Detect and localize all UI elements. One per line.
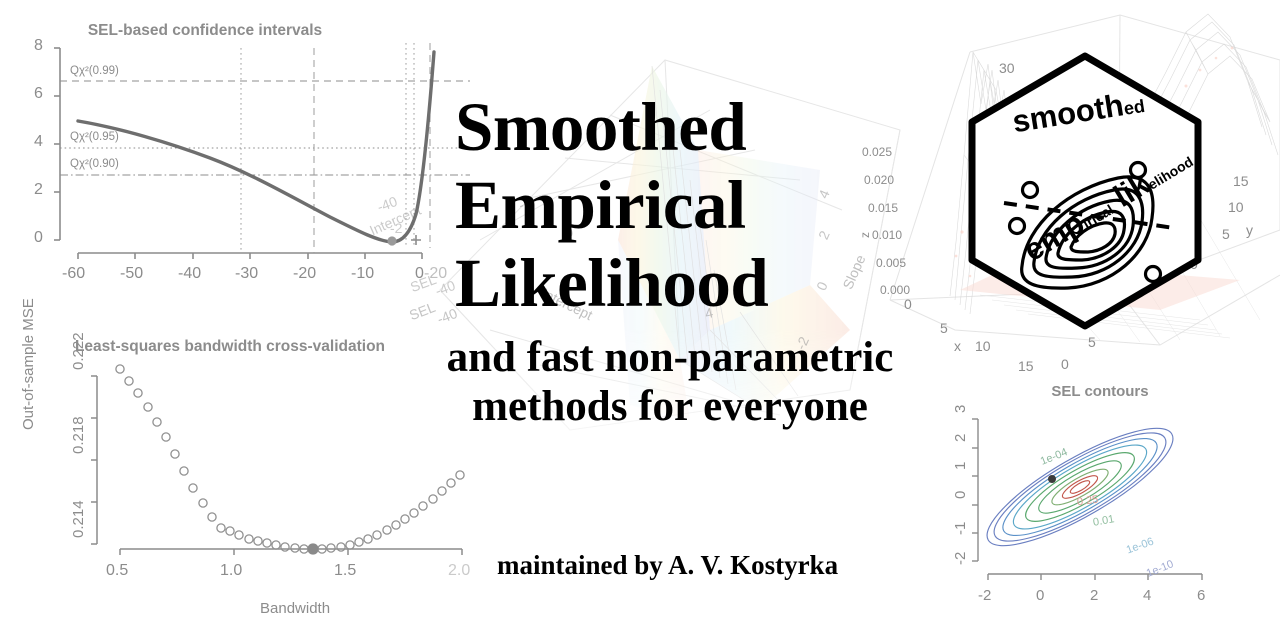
hex-logo: smoothed empirical likelihood [960, 48, 1210, 338]
maintainer-credit: maintained by A. V. Kostyrka [497, 550, 839, 580]
density3d-x-tick-5: 5 [940, 320, 948, 336]
sel-ci-xtick-0: 0 [415, 265, 424, 282]
lscv-ytick-0214: 0.214 [70, 500, 87, 538]
contours-xtick-0: 0 [1036, 587, 1045, 604]
sel-ci-ytick-8: 8 [34, 37, 43, 54]
chart-bandwidth-crossvalidation: Least-squares bandwidth cross-validation [10, 298, 490, 630]
hexagon-outline [968, 52, 1202, 330]
density3d-z-tick-0025: 0.025 [862, 145, 893, 159]
chart-sel-contours: SEL contours [930, 375, 1280, 640]
lscv-xtick-05: 0.5 [106, 562, 129, 579]
sel-ci-ytick-2: 2 [34, 181, 43, 198]
sel-ci-xtick--30: -30 [235, 265, 259, 282]
contours-ytick--2: -2 [952, 551, 969, 565]
hero-title-line-1: Smoothed [455, 89, 747, 165]
chart-sel-surface-3d: SEL -40 -40 Intercept -2 [367, 30, 940, 450]
contours-xtick-2: 2 [1090, 587, 1099, 604]
contours-xtick-4: 4 [1143, 587, 1152, 604]
density3d-tick-30: 30 [999, 60, 1015, 76]
sel-ci-xtick--20: -20 [293, 265, 317, 282]
density3d-y-tick-5: 5 [1222, 226, 1230, 242]
sel-ci-hline-label-095: Qχ²(0.95) [70, 131, 119, 143]
sel-ci-hline-label-099: Qχ²(0.99) [70, 65, 119, 77]
sel-contours-max-marker [1048, 475, 1056, 483]
lscv-optimum-marker [307, 543, 319, 555]
sel-ci-ytick-6: 6 [34, 85, 43, 102]
sel-ci-xtick--10: -10 [351, 265, 375, 282]
density3d-y-tick-5-front: 5 [1088, 334, 1096, 350]
density3d-z-tick-0005: 0.005 [876, 256, 907, 270]
density3d-y-label: y [1246, 222, 1253, 238]
contours-ytick-0: 0 [952, 490, 969, 499]
density3d-x-tick-0: 0 [904, 296, 912, 312]
sel-ci-ytick-4: 4 [34, 133, 43, 150]
chart-sel-confidence-intervals: SEL-based confidence intervals [10, 10, 470, 300]
density3d-x-tick-10: 10 [975, 338, 991, 354]
density3d-y-tick-10: 10 [1228, 199, 1244, 215]
sel-ci-hline-label-090: Qχ²(0.90) [70, 158, 119, 170]
sel3d-overlap-tick--20: -20 [424, 265, 448, 282]
density3d-x-tick-15: 15 [1018, 358, 1034, 374]
contours-ytick-1: 1 [952, 461, 969, 470]
hero-subtitle-line-2: methods for everyone [472, 383, 868, 430]
lscv-y-axis-label: Out-of-sample MSE [20, 298, 37, 430]
sel-ci-xtick--40: -40 [178, 265, 202, 282]
lscv-ytick-0222: 0.222 [70, 332, 87, 370]
logo-contours [1020, 175, 1155, 290]
sel-ci-title: SEL-based confidence intervals [87, 22, 323, 39]
density3d-z-tick-0000: 0.000 [880, 283, 911, 297]
density3d-z-tick-0010: 0.010 [872, 228, 903, 242]
contours-xtick--2: -2 [978, 587, 992, 604]
hero-title: Smoothed Empirical Likelihood [455, 88, 925, 322]
sel-ci-xtick--50: -50 [120, 265, 144, 282]
hero-subtitle: and fast non-parametric methods for ever… [350, 333, 990, 431]
lscv-xtick-15: 1.5 [334, 562, 357, 579]
hero-title-line-2: Empirical [455, 167, 746, 243]
density3d-y-tick-0-front: 0 [1061, 356, 1069, 372]
hero-subtitle-line-1: and fast non-parametric [446, 334, 894, 381]
lscv-xtick-20: 2.0 [448, 562, 471, 579]
lscv-ytick-0218: 0.218 [70, 416, 87, 454]
lscv-title: Least-squares bandwidth cross-validation [74, 338, 386, 355]
sel-ci-ytick-0: 0 [34, 229, 43, 246]
contours-xtick-6: 6 [1197, 587, 1206, 604]
density3d-y-tick-15: 15 [1233, 173, 1249, 189]
regression-dashed-line [1003, 201, 1175, 230]
density3d-x-label: x [954, 338, 961, 354]
lscv-x-axis-label: Bandwidth [260, 600, 331, 617]
lscv-xtick-10: 1.0 [220, 562, 243, 579]
contours-ytick--1: -1 [952, 521, 969, 535]
contours-ytick-2: 2 [952, 433, 969, 442]
density3d-z-tick-0015: 0.015 [868, 201, 899, 215]
density3d-z-tick-0020: 0.020 [864, 173, 895, 187]
sel-contours-title: SEL contours [1051, 383, 1149, 400]
sel-surface-x-tick-0: -2 [390, 220, 403, 236]
hero-title-line-3: Likelihood [455, 245, 769, 321]
sel-ci-xtick--60: -60 [62, 265, 86, 282]
